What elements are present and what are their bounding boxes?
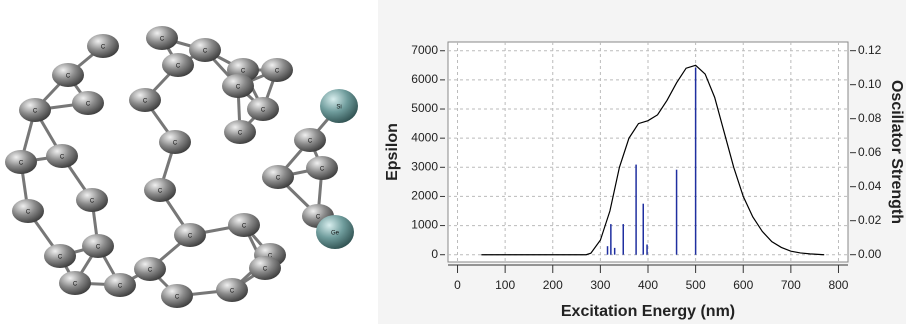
atom-label: C <box>276 176 281 182</box>
x-tick-label: 700 <box>781 278 801 292</box>
atom-label: C <box>19 161 24 167</box>
x-tick-label: 800 <box>828 278 848 292</box>
atom-label: C <box>308 139 313 145</box>
y2-tick-label: 0.02 <box>858 213 882 227</box>
x-tick-label: 400 <box>638 278 658 292</box>
y-tick-label: 2000 <box>411 189 438 203</box>
atom-label: C <box>175 295 180 301</box>
y2-tick-label: 0.00 <box>858 247 882 261</box>
page: CCCCCCCCCCSiCCCCCCCCCCCCCCCGeCCCCCCCCC 0… <box>0 0 906 324</box>
y2-tick-label: 0.06 <box>858 145 882 159</box>
y2-tick-label: 0.10 <box>858 77 882 91</box>
x-tick-label: 100 <box>495 278 515 292</box>
y2-tick-label: 0.12 <box>858 43 882 57</box>
atom-label: C <box>101 45 106 51</box>
y-tick-label: 3000 <box>411 159 438 173</box>
atom-label: C <box>90 199 95 205</box>
atom-label: C <box>263 267 268 273</box>
atom-label: C <box>148 268 153 274</box>
atom-label: C <box>275 69 280 75</box>
atom-label: C <box>26 210 31 216</box>
atom-label: C <box>316 215 321 221</box>
atom-label: C <box>96 245 101 251</box>
atom-label: C <box>158 189 163 195</box>
y2-axis-label: Oscillator Strength <box>888 80 905 224</box>
y2-tick-label: 0.08 <box>858 111 882 125</box>
atom-label: Ge <box>331 231 340 237</box>
atom-label: C <box>173 141 178 147</box>
atom-label: C <box>241 69 246 75</box>
y-tick-label: 0 <box>431 247 438 261</box>
y-tick-label: 5000 <box>411 101 438 115</box>
x-axis-label: Excitation Energy (nm) <box>561 303 735 320</box>
x-tick-label: 500 <box>686 278 706 292</box>
atom-label: C <box>66 74 71 80</box>
y-tick-label: 4000 <box>411 130 438 144</box>
atom-label: C <box>58 255 63 261</box>
atom-label: C <box>261 108 266 114</box>
atom-label: C <box>242 224 247 230</box>
atom-label: C <box>238 131 243 137</box>
atom-label: C <box>188 234 193 240</box>
figure: CCCCCCCCCCSiCCCCCCCCCCCCCCCGeCCCCCCCCC 0… <box>0 0 906 324</box>
atom-label: C <box>176 64 181 70</box>
atom-label: C <box>230 289 235 295</box>
atom-label: C <box>33 109 38 115</box>
x-tick-label: 200 <box>543 278 563 292</box>
atom-label: C <box>73 282 78 288</box>
x-tick-label: 0 <box>454 278 461 292</box>
atom-label: C <box>86 102 91 108</box>
y-tick-label: 6000 <box>411 72 438 86</box>
atom-label: Si <box>336 105 341 111</box>
atom-label: C <box>143 99 148 105</box>
y2-tick-label: 0.04 <box>858 179 882 193</box>
atom-label: C <box>118 284 123 290</box>
y-tick-label: 7000 <box>411 43 438 57</box>
atom-label: C <box>203 49 208 55</box>
y-axis-label: Epsilon <box>384 123 401 181</box>
x-tick-label: 300 <box>590 278 610 292</box>
atom-label: C <box>236 85 241 91</box>
atom-label: C <box>160 37 165 43</box>
x-tick-label: 600 <box>733 278 753 292</box>
atom-label: C <box>60 155 65 161</box>
atom-label: C <box>320 167 325 173</box>
y-tick-label: 1000 <box>411 218 438 232</box>
